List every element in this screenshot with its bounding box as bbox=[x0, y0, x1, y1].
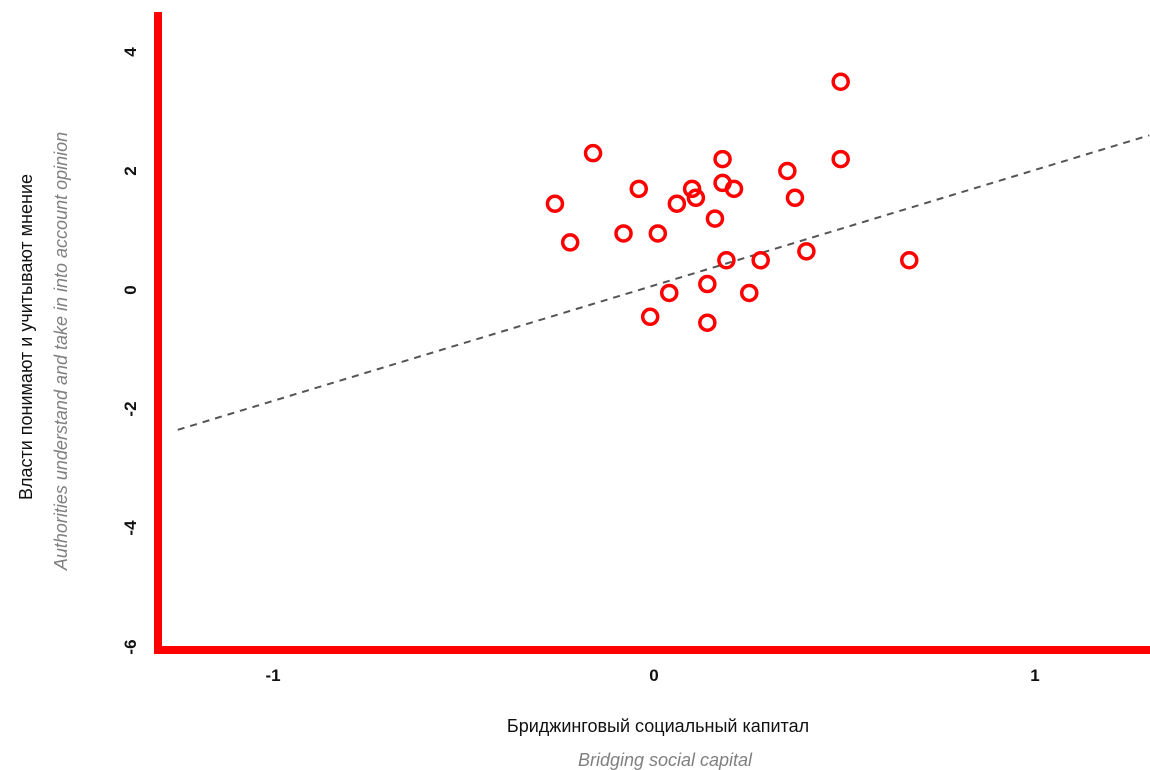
data-point bbox=[797, 242, 816, 261]
y-tick-label: 2 bbox=[121, 166, 140, 175]
x-tick-label: -1 bbox=[265, 666, 280, 685]
data-point bbox=[831, 149, 850, 169]
data-point bbox=[614, 224, 633, 243]
y-tick-label: -2 bbox=[121, 401, 140, 416]
data-point bbox=[900, 251, 919, 270]
data-point bbox=[785, 188, 805, 208]
data-point bbox=[740, 283, 759, 303]
data-point bbox=[778, 161, 797, 181]
data-point bbox=[629, 179, 649, 199]
data-point bbox=[705, 209, 725, 228]
data-point bbox=[686, 188, 706, 208]
x-axis-title: Бриджинговый социальный капитал bbox=[507, 716, 809, 736]
data-point bbox=[751, 251, 770, 270]
data-point bbox=[659, 283, 679, 303]
data-point bbox=[667, 194, 687, 213]
y-tick-label: 0 bbox=[121, 285, 140, 294]
y-axis-ticks: -6 -4 -2 0 2 4 bbox=[121, 47, 140, 655]
data-points bbox=[545, 72, 919, 332]
x-tick-label: 0 bbox=[649, 666, 658, 685]
data-point bbox=[831, 72, 850, 91]
data-point bbox=[648, 224, 668, 243]
y-tick-label: -6 bbox=[121, 639, 140, 654]
y-axis-title: Власти понимают и учитывают мнение bbox=[16, 174, 36, 500]
data-point bbox=[560, 233, 580, 252]
data-point bbox=[717, 251, 736, 270]
data-point bbox=[545, 194, 565, 213]
data-point bbox=[698, 313, 717, 332]
data-point bbox=[640, 307, 660, 327]
y-axis-subtitle: Authorities understand and take in into … bbox=[51, 132, 71, 571]
trend-line bbox=[177, 134, 1150, 431]
data-point bbox=[698, 274, 717, 294]
data-point bbox=[682, 179, 702, 199]
data-point bbox=[583, 143, 603, 163]
x-axis-subtitle: Bridging social capital bbox=[578, 750, 753, 770]
y-tick-label: 4 bbox=[121, 47, 140, 57]
data-point bbox=[724, 179, 744, 199]
x-axis-ticks: -1 0 1 bbox=[265, 666, 1039, 685]
x-tick-label: 1 bbox=[1030, 666, 1039, 685]
data-point bbox=[713, 149, 732, 169]
y-tick-label: -4 bbox=[121, 520, 140, 536]
